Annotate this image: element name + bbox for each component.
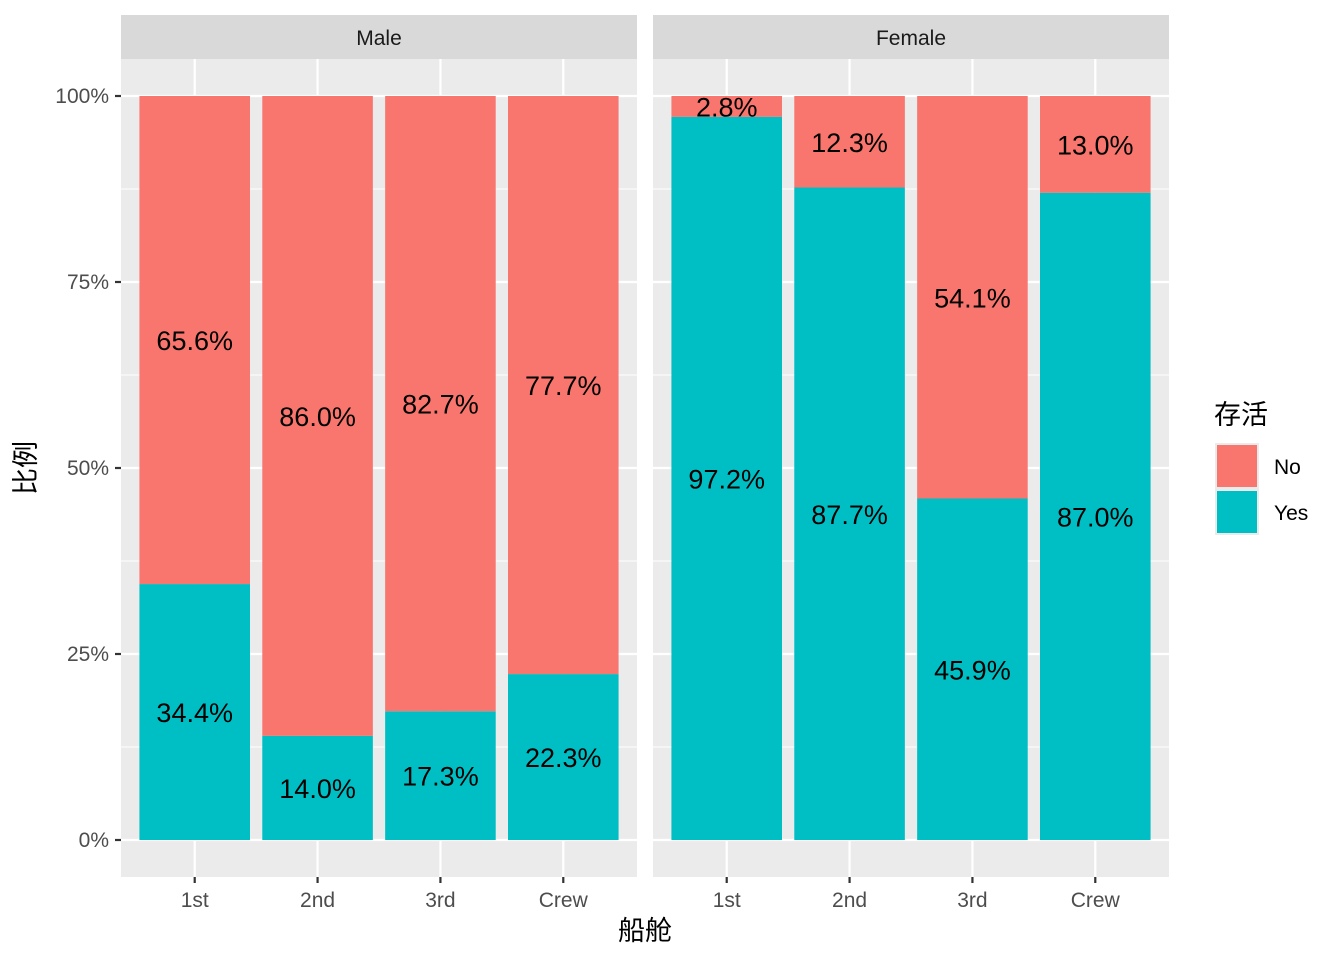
data-label-yes: 17.3% xyxy=(402,762,479,792)
bar-no-1st xyxy=(671,96,782,117)
facet-strip-label: Female xyxy=(876,27,946,50)
x-tick-label: 2nd xyxy=(832,889,867,912)
data-label-yes: 97.2% xyxy=(688,464,765,494)
panel-male: Male 34.4% 65.6% 1st 14.0% 86.0% 2nd 17.3% 82.7%… xyxy=(121,15,637,912)
data-label-yes: 87.7% xyxy=(811,500,888,530)
x-tick-label: 1st xyxy=(713,889,741,912)
facet-strip xyxy=(121,15,637,59)
data-label-yes: 22.3% xyxy=(525,743,602,773)
panel-female: Female 97.2% 2.8% 1st 87.7% 12.3% 2nd 45.9% 54.1… xyxy=(653,15,1169,912)
bar-yes-crew xyxy=(1040,192,1151,841)
y-tick-label: 0% xyxy=(79,829,109,852)
bar-no-3rd xyxy=(385,96,496,712)
y-axis: 0% 25% 50% 75% 100% xyxy=(55,85,121,852)
y-axis-title: 比例 xyxy=(11,441,41,495)
bar-yes-crew xyxy=(508,674,619,840)
legend-key-yes xyxy=(1217,491,1257,533)
data-label-no: 77.7% xyxy=(525,371,602,401)
data-label-no: 65.6% xyxy=(156,326,233,356)
data-label-no: 2.8% xyxy=(696,92,758,122)
data-label-no: 12.3% xyxy=(811,128,888,158)
legend-label-yes: Yes xyxy=(1274,502,1308,525)
x-tick-label: 3rd xyxy=(957,889,987,912)
y-tick-label: 50% xyxy=(67,457,109,480)
bar-yes-1st xyxy=(139,584,250,840)
bar-yes-3rd xyxy=(917,498,1028,840)
data-label-no: 86.0% xyxy=(279,402,356,432)
bar-no-2nd xyxy=(262,96,373,736)
x-tick-label: 1st xyxy=(181,889,209,912)
y-tick-label: 25% xyxy=(67,643,109,666)
data-label-yes: 14.0% xyxy=(279,774,356,804)
bar-no-1st xyxy=(139,96,250,585)
bar-yes-3rd xyxy=(385,711,496,840)
bar-yes-1st xyxy=(671,116,782,840)
data-label-yes: 87.0% xyxy=(1057,502,1134,532)
data-label-yes: 34.4% xyxy=(156,698,233,728)
bar-no-crew xyxy=(508,96,619,675)
y-tick-label: 75% xyxy=(67,271,109,294)
legend-label-no: No xyxy=(1274,456,1301,479)
bar-no-2nd xyxy=(794,96,905,188)
bar-yes-2nd xyxy=(262,735,373,840)
bar-no-3rd xyxy=(917,96,1028,499)
facet-strip-label: Male xyxy=(356,27,402,50)
legend-key-no xyxy=(1217,445,1257,487)
x-axis-title: 船舱 xyxy=(618,916,672,946)
data-label-no: 82.7% xyxy=(402,390,479,420)
data-label-no: 54.1% xyxy=(934,283,1011,313)
panels-layer: Male 34.4% 65.6% 1st 14.0% 86.0% 2nd 17.3% 82.7%… xyxy=(121,15,1169,912)
legend-title: 存活 xyxy=(1214,400,1268,430)
x-tick-label: 3rd xyxy=(425,889,455,912)
x-tick-label: Crew xyxy=(1071,889,1121,912)
data-label-no: 13.0% xyxy=(1057,130,1134,160)
facet-strip xyxy=(653,15,1169,59)
x-tick-label: 2nd xyxy=(300,889,335,912)
y-tick-label: 100% xyxy=(55,85,109,108)
data-label-yes: 45.9% xyxy=(934,655,1011,685)
legend: 存活 No Yes xyxy=(1214,400,1308,535)
bar-no-crew xyxy=(1040,96,1151,193)
bar-yes-2nd xyxy=(794,187,905,841)
x-tick-label: Crew xyxy=(539,889,589,912)
